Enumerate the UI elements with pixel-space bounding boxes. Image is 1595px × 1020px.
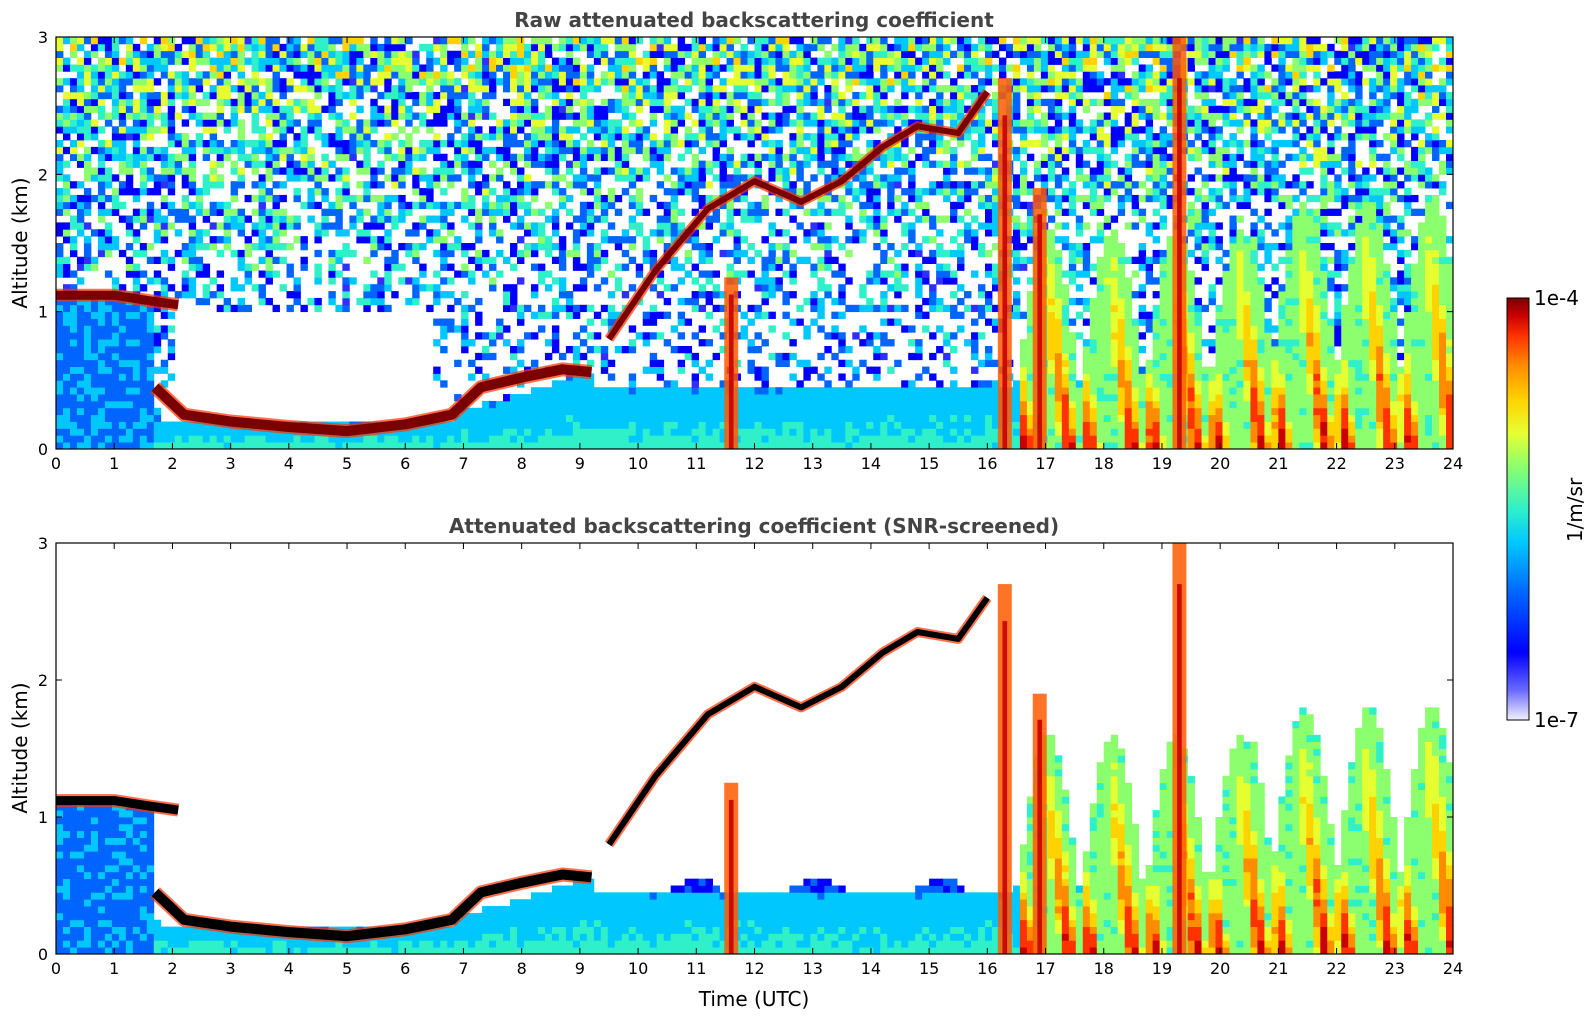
x-tick-label: 15 [919,959,939,978]
x-tick-label: 3 [226,454,236,473]
x-tick-label: 24 [1443,454,1463,473]
x-tick-label: 11 [686,454,706,473]
y-tick-label: 2 [38,165,48,184]
x-tick-label: 8 [517,959,527,978]
x-tick-label: 2 [167,959,177,978]
x-tick-label: 1 [109,454,119,473]
x-tick-label: 10 [628,959,648,978]
x-tick-label: 14 [861,454,881,473]
x-tick-label: 22 [1326,959,1346,978]
x-tick-label: 2 [167,454,177,473]
x-tick-label: 6 [400,959,410,978]
x-tick-label: 0 [51,959,61,978]
raw-x-axis: 0 1 2 3 4 5 6 7 8 9 10 11 12 13 14 15 16 17 18 19 20 21 22 23 24 [51,37,1463,473]
y-tick-label: 1 [38,303,48,322]
y-tick-label: 0 [38,945,48,964]
colorbar: 1e-4 1e-7 1/m/sr [1506,286,1587,732]
x-tick-label: 23 [1385,959,1405,978]
x-tick-label: 4 [284,454,294,473]
x-tick-label: 12 [744,454,764,473]
x-tick-label: 24 [1443,959,1463,978]
x-tick-label: 6 [400,454,410,473]
x-tick-label: 20 [1210,959,1230,978]
x-tick-label: 14 [861,959,881,978]
y-tick-label: 0 [38,440,48,459]
x-tick-label: 16 [977,959,997,978]
y-tick-label: 2 [38,671,48,690]
x-tick-label: 16 [977,454,997,473]
x-tick-label: 9 [575,959,585,978]
raw-panel-title: Raw attenuated backscattering coefficien… [514,8,994,32]
x-tick-label: 9 [575,454,585,473]
screened-heatmap-area [56,543,1453,954]
x-tick-label: 12 [744,959,764,978]
x-tick-label: 21 [1268,454,1288,473]
x-tick-label: 23 [1385,454,1405,473]
screened-y-axis-label: Altitude (km) [8,682,32,813]
x-tick-label: 13 [803,959,823,978]
screened-panel-title: Attenuated backscattering coefficient (S… [449,514,1059,538]
x-tick-label: 21 [1268,959,1288,978]
x-tick-label: 17 [1035,959,1055,978]
x-tick-label: 11 [686,959,706,978]
x-tick-label: 19 [1152,454,1172,473]
x-tick-label: 10 [628,454,648,473]
x-tick-label: 7 [458,454,468,473]
x-tick-label: 18 [1094,959,1114,978]
colorbar-max-label: 1e-4 [1534,286,1579,310]
raw-y-axis: 0 1 2 3 [38,28,1453,459]
x-tick-label: 8 [517,454,527,473]
x-tick-label: 1 [109,959,119,978]
x-tick-label: 3 [226,959,236,978]
screened-x-axis: 0 1 2 3 4 5 6 7 8 9 10 11 12 13 14 15 16 17 18 19 20 21 22 23 24 [51,543,1463,978]
raw-heatmap-area [56,37,1453,449]
x-tick-label: 15 [919,454,939,473]
y-tick-label: 3 [38,28,48,47]
colorbar-min-label: 1e-7 [1534,708,1579,732]
x-tick-label: 5 [342,959,352,978]
x-tick-label: 7 [458,959,468,978]
raw-y-axis-label: Altitude (km) [8,177,32,308]
x-tick-label: 22 [1326,454,1346,473]
y-tick-label: 3 [38,534,48,553]
x-tick-label: 0 [51,454,61,473]
y-tick-label: 1 [38,808,48,827]
x-tick-label: 13 [803,454,823,473]
x-tick-label: 4 [284,959,294,978]
x-tick-label: 18 [1094,454,1114,473]
raw-backscatter-panel: Raw attenuated backscattering coefficien… [8,8,1463,473]
screened-y-axis: 0 1 2 3 [38,534,1453,964]
screened-backscatter-panel: Attenuated backscattering coefficient (S… [8,514,1463,1011]
x-axis-label: Time (UTC) [698,987,810,1011]
x-tick-label: 19 [1152,959,1172,978]
x-tick-label: 20 [1210,454,1230,473]
x-tick-label: 5 [342,454,352,473]
x-tick-label: 17 [1035,454,1055,473]
colorbar-unit-label: 1/m/sr [1563,477,1587,542]
colorbar-scale [1506,297,1530,721]
